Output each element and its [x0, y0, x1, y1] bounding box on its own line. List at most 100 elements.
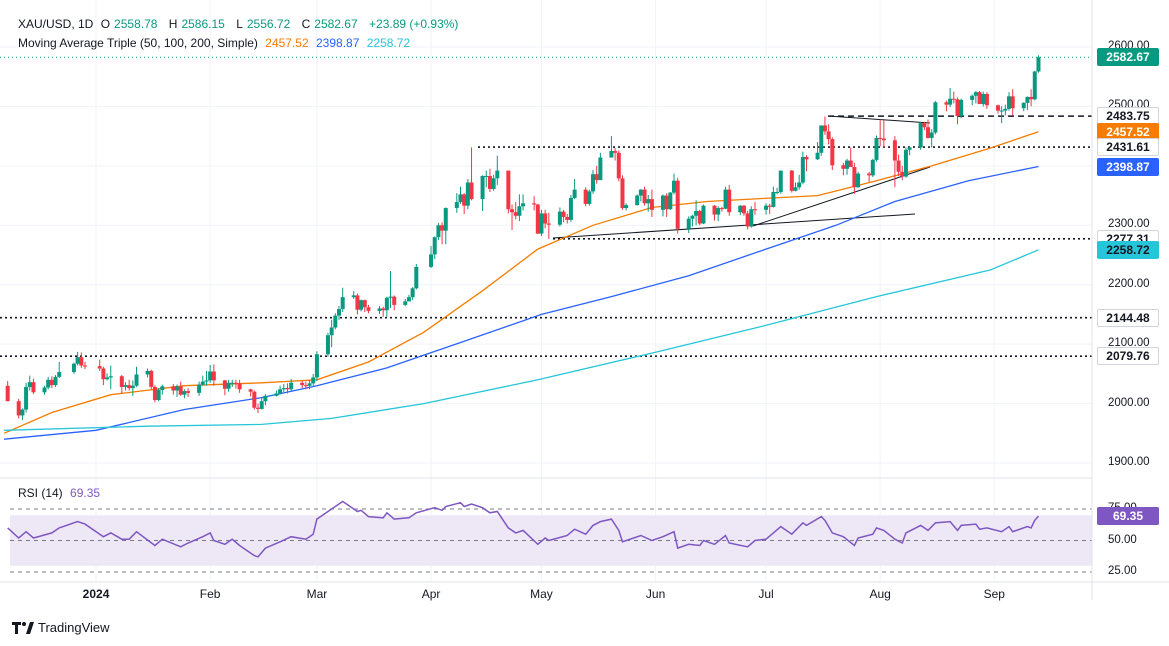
price-tick: 1900.00 [1108, 456, 1150, 468]
candle [903, 147, 908, 178]
candle-body [274, 393, 279, 396]
candle-body [440, 225, 445, 231]
candle [642, 186, 647, 206]
candle [668, 192, 673, 210]
candle-body [226, 382, 231, 389]
ma100-value: 2398.87 [316, 36, 360, 50]
candle [24, 382, 29, 413]
horizontal-levels [0, 56, 1092, 357]
candle-body [506, 170, 511, 210]
candle [616, 150, 621, 182]
candle [359, 299, 364, 312]
candle [233, 379, 238, 389]
candle-body [668, 192, 673, 210]
candle-body [454, 202, 459, 209]
candle-body [443, 208, 448, 231]
candle-body [311, 377, 316, 384]
candle [495, 155, 500, 185]
price-tick: 2300.00 [1108, 218, 1150, 231]
candle-body [1025, 96, 1030, 103]
candle [49, 376, 54, 389]
candle-body [649, 199, 654, 210]
candle-body [289, 382, 294, 390]
candle [752, 202, 757, 215]
candle [381, 306, 386, 317]
candle [587, 189, 592, 206]
candle-body [587, 191, 592, 204]
candle [822, 116, 827, 135]
candle [469, 147, 474, 201]
candle-body [609, 151, 614, 158]
candle [609, 136, 614, 158]
candle [281, 383, 286, 393]
candle-body [303, 385, 308, 387]
candle [31, 378, 36, 395]
candle-body [200, 381, 205, 385]
candle [929, 129, 934, 148]
candle [248, 388, 253, 397]
candle-body [565, 216, 570, 220]
candle [414, 263, 419, 290]
grid [0, 0, 1092, 582]
candle-body [848, 160, 853, 168]
candle [53, 375, 58, 387]
candle [105, 373, 110, 381]
candle [1032, 70, 1037, 101]
high-label: H [168, 17, 178, 31]
candle-body [27, 382, 32, 387]
candle [200, 375, 205, 386]
candle-body [697, 211, 702, 224]
candle-body [793, 187, 798, 191]
candle [108, 365, 113, 390]
candle-body [152, 386, 157, 401]
candle-body [745, 213, 750, 227]
candle-body [867, 173, 872, 176]
time-tick: Jul [758, 587, 774, 601]
ma-line [3, 165, 1039, 440]
candle [723, 186, 728, 210]
candle [539, 209, 544, 236]
candle-body [701, 205, 706, 224]
candle-body [487, 175, 492, 190]
candle-body [594, 174, 599, 181]
candle-body [539, 213, 544, 234]
candle-body [521, 203, 526, 207]
rsi-tick: 50.00 [1108, 533, 1137, 546]
symbol-label: XAU/USD, 1D [18, 17, 94, 31]
tradingview-logo[interactable]: TradingView [12, 620, 110, 635]
candle [97, 359, 102, 371]
candle [101, 366, 106, 386]
candle [933, 101, 938, 135]
candle [830, 137, 835, 171]
rising-trendline [752, 166, 931, 227]
candle [454, 193, 459, 213]
candle [568, 194, 573, 222]
candle [594, 165, 599, 184]
candle-body [789, 170, 794, 191]
candle [973, 90, 978, 104]
candle [175, 384, 180, 398]
candle [719, 206, 724, 212]
candle [745, 211, 750, 230]
candle [778, 170, 783, 194]
candle [646, 194, 651, 212]
candle-body [995, 105, 1000, 111]
candle-body [830, 139, 835, 166]
candle-body [646, 199, 651, 204]
candle [145, 368, 150, 378]
candle-body [465, 182, 470, 206]
candle [878, 119, 883, 147]
candle-body [568, 197, 573, 220]
candle-body [222, 380, 227, 389]
candle [918, 121, 923, 150]
candle-body [337, 309, 342, 316]
candle-body [436, 225, 441, 238]
candle [546, 212, 551, 239]
candle [856, 171, 861, 188]
candle-body [263, 395, 268, 402]
time-tick: Sep [983, 587, 1005, 601]
symbol-legend: XAU/USD, 1D O 2558.78 H 2586.15 L 2556.72 C… [18, 16, 462, 32]
candle-body [984, 93, 989, 106]
candle [984, 92, 989, 109]
